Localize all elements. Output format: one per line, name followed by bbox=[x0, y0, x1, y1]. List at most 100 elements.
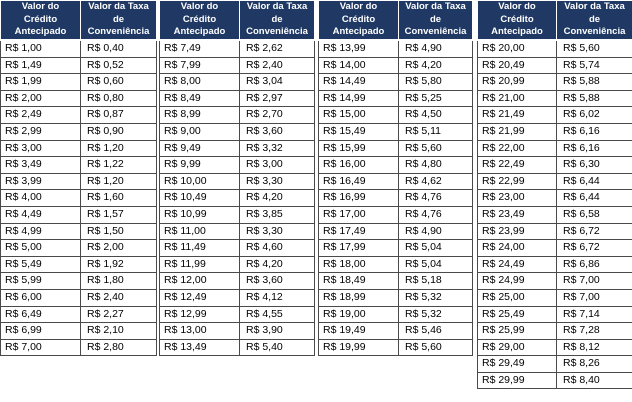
header-row: Valor do Crédito Antecipado Valor da Tax… bbox=[477, 0, 632, 41]
table-row: R$ 6,99 R$ 2,10 bbox=[0, 322, 157, 340]
fee-value-cell: R$ 3,32 bbox=[239, 139, 315, 158]
credit-value-cell: R$ 14,99 bbox=[318, 89, 399, 108]
credit-header-line: Valor do bbox=[21, 1, 60, 13]
credit-value-cell: R$ 12,49 bbox=[159, 288, 240, 307]
credit-value-cell: R$ 22,00 bbox=[477, 139, 557, 158]
credit-value-cell: R$ 16,99 bbox=[318, 189, 399, 207]
credit-header: Valor do Crédito Antecipado bbox=[0, 0, 81, 41]
table-row: R$ 23,49 R$ 6,58 bbox=[477, 205, 632, 224]
fee-value-cell: R$ 6,44 bbox=[556, 172, 632, 191]
fee-header: Valor da Taxa de Conveniência bbox=[398, 0, 473, 41]
credit-value-cell: R$ 21,00 bbox=[477, 89, 557, 108]
credit-value-cell: R$ 9,00 bbox=[159, 122, 240, 141]
credit-value-cell: R$ 8,49 bbox=[159, 89, 240, 108]
fee-value-cell: R$ 4,90 bbox=[398, 222, 473, 241]
credit-value-cell: R$ 2,99 bbox=[0, 122, 81, 141]
fee-value-cell: R$ 8,40 bbox=[556, 371, 632, 390]
fee-value-cell: R$ 7,28 bbox=[556, 322, 632, 340]
table-row: R$ 29,49 R$ 8,26 bbox=[477, 355, 632, 373]
credit-value-cell: R$ 1,99 bbox=[0, 73, 81, 91]
fee-value-cell: R$ 3,90 bbox=[239, 322, 315, 340]
fee-value-cell: R$ 5,88 bbox=[556, 89, 632, 108]
table-row: R$ 15,49 R$ 5,11 bbox=[318, 122, 473, 141]
fee-value-cell: R$ 6,72 bbox=[556, 222, 632, 241]
fee-header-line: Valor da Taxa bbox=[405, 1, 466, 13]
credit-value-cell: R$ 3,49 bbox=[0, 156, 81, 174]
fee-value-cell: R$ 5,60 bbox=[398, 139, 473, 158]
table-row: R$ 29,00 R$ 8,12 bbox=[477, 338, 632, 357]
credit-value-cell: R$ 1,00 bbox=[0, 39, 81, 58]
credit-value-cell: R$ 12,00 bbox=[159, 272, 240, 290]
fee-value-cell: R$ 5,32 bbox=[398, 305, 473, 324]
table-row: R$ 12,99 R$ 4,55 bbox=[159, 305, 315, 324]
fee-value-cell: R$ 4,20 bbox=[239, 189, 315, 207]
fee-value-cell: R$ 3,60 bbox=[239, 122, 315, 141]
table-row: R$ 14,49 R$ 5,80 bbox=[318, 73, 473, 91]
fee-value-cell: R$ 6,72 bbox=[556, 239, 632, 257]
table-row: R$ 6,49 R$ 2,27 bbox=[0, 305, 157, 324]
fee-value-cell: R$ 0,90 bbox=[80, 122, 157, 141]
table-row: R$ 11,99 R$ 4,20 bbox=[159, 255, 315, 274]
credit-value-cell: R$ 23,00 bbox=[477, 189, 557, 207]
table-row: R$ 25,99 R$ 7,28 bbox=[477, 322, 632, 340]
fee-header-line: Valor da Taxa bbox=[88, 1, 149, 13]
table-row: R$ 15,00 R$ 4,50 bbox=[318, 106, 473, 124]
table-row: R$ 7,99 R$ 2,40 bbox=[159, 56, 315, 75]
credit-value-cell: R$ 1,49 bbox=[0, 56, 81, 75]
credit-header-line: Valor do bbox=[180, 1, 219, 13]
credit-header: Valor do Crédito Antecipado bbox=[318, 0, 399, 41]
credit-value-cell: R$ 10,00 bbox=[159, 172, 240, 191]
credit-value-cell: R$ 15,49 bbox=[318, 122, 399, 141]
fee-value-cell: R$ 5,60 bbox=[398, 338, 473, 357]
table-row: R$ 7,49 R$ 2,62 bbox=[159, 39, 315, 58]
credit-value-cell: R$ 25,00 bbox=[477, 288, 557, 307]
credit-value-cell: R$ 12,99 bbox=[159, 305, 240, 324]
credit-value-cell: R$ 9,49 bbox=[159, 139, 240, 158]
fee-value-cell: R$ 6,44 bbox=[556, 189, 632, 207]
fee-value-cell: R$ 5,80 bbox=[398, 73, 473, 91]
fee-value-cell: R$ 0,40 bbox=[80, 39, 157, 58]
fee-header: Valor da Taxa de Conveniência bbox=[239, 0, 315, 41]
table-row: R$ 16,49 R$ 4,62 bbox=[318, 172, 473, 191]
fee-value-cell: R$ 2,40 bbox=[80, 288, 157, 307]
table-row: R$ 2,99 R$ 0,90 bbox=[0, 122, 157, 141]
fee-header-line: Valor da Taxa bbox=[564, 1, 625, 13]
table-row: R$ 22,00 R$ 6,16 bbox=[477, 139, 632, 158]
credit-value-cell: R$ 20,00 bbox=[477, 39, 557, 58]
credit-value-cell: R$ 13,00 bbox=[159, 322, 240, 340]
fee-value-cell: R$ 6,02 bbox=[556, 106, 632, 124]
credit-value-cell: R$ 15,99 bbox=[318, 139, 399, 158]
table-row: R$ 25,49 R$ 7,14 bbox=[477, 305, 632, 324]
fee-header-line: Conveniência bbox=[87, 26, 150, 38]
fee-value-cell: R$ 0,60 bbox=[80, 73, 157, 91]
table-row: R$ 24,49 R$ 6,86 bbox=[477, 255, 632, 274]
credit-value-cell: R$ 25,49 bbox=[477, 305, 557, 324]
table-row: R$ 10,49 R$ 4,20 bbox=[159, 189, 315, 207]
credit-value-cell: R$ 23,49 bbox=[477, 205, 557, 224]
header-row: Valor do Crédito Antecipado Valor da Tax… bbox=[318, 0, 473, 41]
fee-value-cell: R$ 5,25 bbox=[398, 89, 473, 108]
fee-value-cell: R$ 5,40 bbox=[239, 338, 315, 357]
fee-value-cell: R$ 1,50 bbox=[80, 222, 157, 241]
table-row: R$ 3,49 R$ 1,22 bbox=[0, 156, 157, 174]
table-row: R$ 14,99 R$ 5,25 bbox=[318, 89, 473, 108]
fee-value-cell: R$ 6,16 bbox=[556, 139, 632, 158]
fee-value-cell: R$ 4,80 bbox=[398, 156, 473, 174]
table-row: R$ 16,99 R$ 4,76 bbox=[318, 189, 473, 207]
credit-header-line: Antecipado bbox=[173, 26, 226, 38]
table-row: R$ 17,99 R$ 5,04 bbox=[318, 239, 473, 257]
table-row: R$ 12,00 R$ 3,60 bbox=[159, 272, 315, 290]
credit-header-line: Crédito bbox=[23, 13, 58, 25]
fee-value-cell: R$ 2,00 bbox=[80, 239, 157, 257]
table-row: R$ 15,99 R$ 5,60 bbox=[318, 139, 473, 158]
fee-header-line: Valor da Taxa bbox=[246, 1, 308, 13]
table-row: R$ 4,49 R$ 1,57 bbox=[0, 205, 157, 224]
credit-value-cell: R$ 15,00 bbox=[318, 106, 399, 124]
credit-value-cell: R$ 7,99 bbox=[159, 56, 240, 75]
table-row: R$ 3,99 R$ 1,20 bbox=[0, 172, 157, 191]
fee-value-cell: R$ 3,30 bbox=[239, 172, 315, 191]
credit-value-cell: R$ 20,99 bbox=[477, 73, 557, 91]
fee-value-cell: R$ 0,87 bbox=[80, 106, 157, 124]
fee-value-cell: R$ 2,40 bbox=[239, 56, 315, 75]
credit-value-cell: R$ 23,99 bbox=[477, 222, 557, 241]
